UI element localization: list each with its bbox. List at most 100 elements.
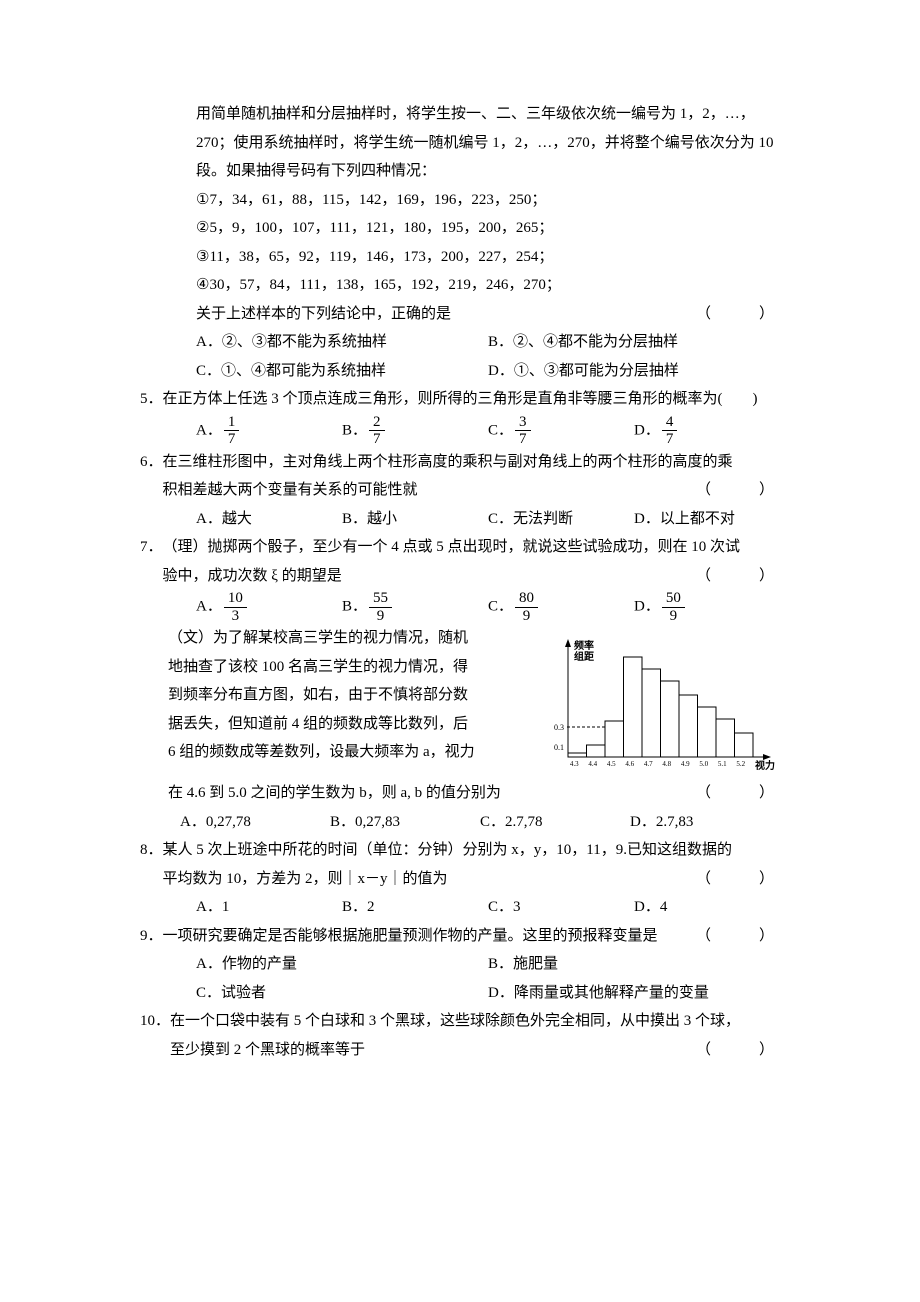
stem-line: 某人 5 次上班途中所花的时间（单位：分钟）分别为 x，y，10，11，9.已知… <box>163 836 780 865</box>
option-c: C．809 <box>488 590 634 624</box>
frac-num: 50 <box>662 590 685 608</box>
fraction: 103 <box>224 590 247 624</box>
answer-paren: （ ） <box>696 922 780 951</box>
q7-wen-text: （文）为了解某校高三学生的视力情况，随机 地抽查了该校 100 名高三学生的视力… <box>168 624 520 767</box>
case-3: ③11，38，65，92，119，146，173，200，227，254； <box>196 243 780 272</box>
q-number: 7． <box>140 533 163 562</box>
opt-label: A． <box>196 598 222 614</box>
frac-num: 2 <box>369 414 385 432</box>
stem-text: 平均数为 10，方差为 2，则｜x－y｜的值为 <box>163 871 448 887</box>
stem-line: 验中，成功次数 ξ 的期望是 （ ） <box>163 562 780 591</box>
wen-line: 据丢失，但知道前 4 组的频数成等比数列，后 <box>168 710 520 739</box>
case-2: ②5，9，100，107，111，121，180，195，200，265； <box>196 214 780 243</box>
intro-line: 270；使用系统抽样时，将学生统一随机编号 1，2，…，270，并将整个编号依次… <box>196 129 780 158</box>
fraction: 27 <box>369 414 385 448</box>
option-c: C．2.7,78 <box>480 808 630 837</box>
histogram-svg: 频率组距视力0.10.34.34.44.54.64.74.84.95.05.15… <box>530 624 780 779</box>
option-b: B．2 <box>342 893 488 922</box>
opt-label: D． <box>634 598 660 614</box>
question-7: 7． （理）抛掷两个骰子，至少有一个 4 点或 5 点出现时，就说这些试验成功，… <box>140 533 780 590</box>
question-9: 9． 一项研究要确定是否能够根据施肥量预测作物的产量。这里的预报释变量是 （ ） <box>140 922 780 951</box>
frac-num: 55 <box>369 590 392 608</box>
option-a: A．0,27,78 <box>180 808 330 837</box>
histogram-chart: 频率组距视力0.10.34.34.44.54.64.74.84.95.05.15… <box>530 624 780 779</box>
svg-text:4.3: 4.3 <box>570 760 579 768</box>
stem-line: 至少摸到 2 个黑球的概率等于 （ ） <box>170 1036 780 1065</box>
frac-den: 3 <box>224 608 247 625</box>
wen-line: 6 组的频数成等差数列，设最大频率为 a，视力 <box>168 738 520 767</box>
stem-text: 在 4.6 到 5.0 之间的学生数为 b，则 a, b 的值分别为 <box>168 785 501 801</box>
option-a: A．②、③都不能为系统抽样 <box>196 328 488 357</box>
answer-paren: （ ） <box>696 865 780 894</box>
q5-options: A．17 B．27 C．37 D．47 <box>140 414 780 448</box>
option-d: D．4 <box>634 893 780 922</box>
stem-text: 关于上述样本的下列结论中，正确的是 <box>196 306 451 322</box>
q7-li-options: A．103 B．559 C．809 D．509 <box>140 590 780 624</box>
intro-line: 段。如果抽得号码有下列四种情况： <box>196 157 780 186</box>
q-number: 5． <box>140 385 163 414</box>
frac-num: 3 <box>515 414 531 432</box>
fraction: 17 <box>224 414 240 448</box>
q8-options: A．1 B．2 C．3 D．4 <box>140 893 780 922</box>
fraction: 509 <box>662 590 685 624</box>
svg-text:4.9: 4.9 <box>681 760 690 768</box>
wen-line: （文）为了解某校高三学生的视力情况，随机 <box>168 624 520 653</box>
option-d: D．以上都不对 <box>634 505 780 534</box>
option-b: B．②、④都不能为分层抽样 <box>488 328 780 357</box>
svg-text:组距: 组距 <box>574 650 594 663</box>
frac-den: 9 <box>662 608 685 625</box>
svg-text:4.8: 4.8 <box>662 760 671 768</box>
frac-den: 7 <box>515 431 531 448</box>
option-b: B．施肥量 <box>488 950 780 979</box>
case-4: ④30，57，84，111，138，165，192，219，246，270； <box>196 271 780 300</box>
option-b: B．越小 <box>342 505 488 534</box>
svg-text:4.7: 4.7 <box>644 760 653 768</box>
svg-text:0.1: 0.1 <box>554 743 564 752</box>
svg-text:5.2: 5.2 <box>736 760 745 768</box>
option-b: B．0,27,83 <box>330 808 480 837</box>
opt-label: B． <box>342 598 367 614</box>
svg-text:5.1: 5.1 <box>718 760 727 768</box>
option-d: D．2.7,83 <box>630 808 780 837</box>
q-number: 8． <box>140 836 163 865</box>
frac-num: 80 <box>515 590 538 608</box>
q-number: 10． <box>140 1007 170 1036</box>
fraction: 559 <box>369 590 392 624</box>
q-body: 某人 5 次上班途中所花的时间（单位：分钟）分别为 x，y，10，11，9.已知… <box>163 836 780 893</box>
answer-paren: （ ） <box>696 300 780 329</box>
q6-options: A．越大 B．越小 C．无法判断 D．以上都不对 <box>140 505 780 534</box>
frac-num: 4 <box>662 414 678 432</box>
option-c: C．无法判断 <box>488 505 634 534</box>
fraction: 809 <box>515 590 538 624</box>
frac-num: 10 <box>224 590 247 608</box>
intro-block: 用简单随机抽样和分层抽样时，将学生按一、二、三年级依次统一编号为 1，2，…， … <box>140 100 780 328</box>
answer-paren: （ ） <box>696 779 780 808</box>
option-a: A．越大 <box>196 505 342 534</box>
frac-num: 1 <box>224 414 240 432</box>
svg-text:4.4: 4.4 <box>588 760 597 768</box>
q-body: 在一个口袋中装有 5 个白球和 3 个黑球，这些球除颜色外完全相同，从中摸出 3… <box>170 1007 780 1064</box>
q-number: 6． <box>140 448 163 477</box>
svg-text:频率: 频率 <box>574 639 594 652</box>
q7-wen-block: （文）为了解某校高三学生的视力情况，随机 地抽查了该校 100 名高三学生的视力… <box>140 624 780 779</box>
option-c: C．试验者 <box>196 979 488 1008</box>
option-c: C．3 <box>488 893 634 922</box>
q-stem: 在正方体上任选 3 个顶点连成三角形，则所得的三角形是直角非等腰三角形的概率为(… <box>163 385 780 414</box>
option-c: C．37 <box>488 414 634 448</box>
opt-label: D． <box>634 422 660 438</box>
option-a: A．1 <box>196 893 342 922</box>
answer-paren: （ ） <box>696 562 780 591</box>
svg-text:5.0: 5.0 <box>699 760 708 768</box>
frac-den: 9 <box>515 608 538 625</box>
wen-line: 到频率分布直方图，如右，由于不慎将部分数 <box>168 681 520 710</box>
option-a: A．作物的产量 <box>196 950 488 979</box>
option-a: A．103 <box>196 590 342 624</box>
fraction: 47 <box>662 414 678 448</box>
option-d: D．降雨量或其他解释产量的变量 <box>488 979 780 1008</box>
stem-line: 积相差越大两个变量有关系的可能性就 （ ） <box>163 476 780 505</box>
q-number: 9． <box>140 922 163 951</box>
question-5: 5． 在正方体上任选 3 个顶点连成三角形，则所得的三角形是直角非等腰三角形的概… <box>140 385 780 414</box>
opt-label: C． <box>488 598 513 614</box>
fraction: 37 <box>515 414 531 448</box>
frac-den: 9 <box>369 608 392 625</box>
